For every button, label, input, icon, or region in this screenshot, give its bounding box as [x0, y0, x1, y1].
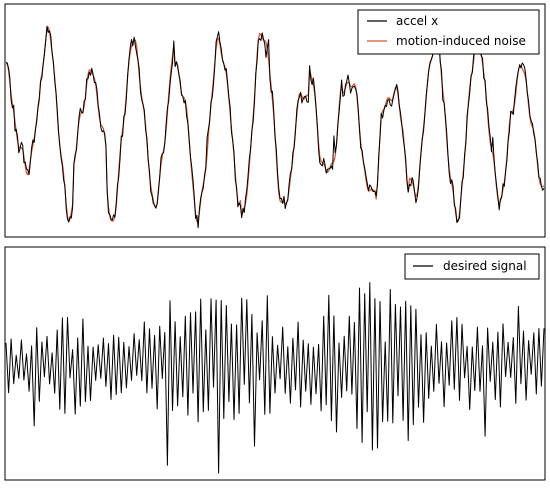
- top-legend-box: [357, 9, 540, 55]
- bottom-series-group: [5, 282, 545, 474]
- series-line-desired-signal: [5, 282, 545, 474]
- bottom-plot-frame: [4, 246, 546, 481]
- legend-label-motion-noise: motion-induced noise: [396, 34, 526, 48]
- legend-label-accel-x: accel x: [396, 14, 438, 28]
- top-plot-frame: [4, 3, 546, 238]
- series-line-motion-induced-noise: [5, 26, 545, 223]
- top-panel: accel x motion-induced noise: [4, 3, 546, 238]
- bottom-legend-box: [404, 253, 540, 280]
- bottom-legend: desired signal: [404, 253, 540, 280]
- series-line-accel-x: [5, 25, 545, 229]
- legend-label-desired-signal: desired signal: [443, 259, 527, 273]
- top-legend: accel x motion-induced noise: [357, 9, 540, 55]
- bottom-panel: desired signal: [4, 246, 546, 481]
- top-series-group: [5, 25, 545, 229]
